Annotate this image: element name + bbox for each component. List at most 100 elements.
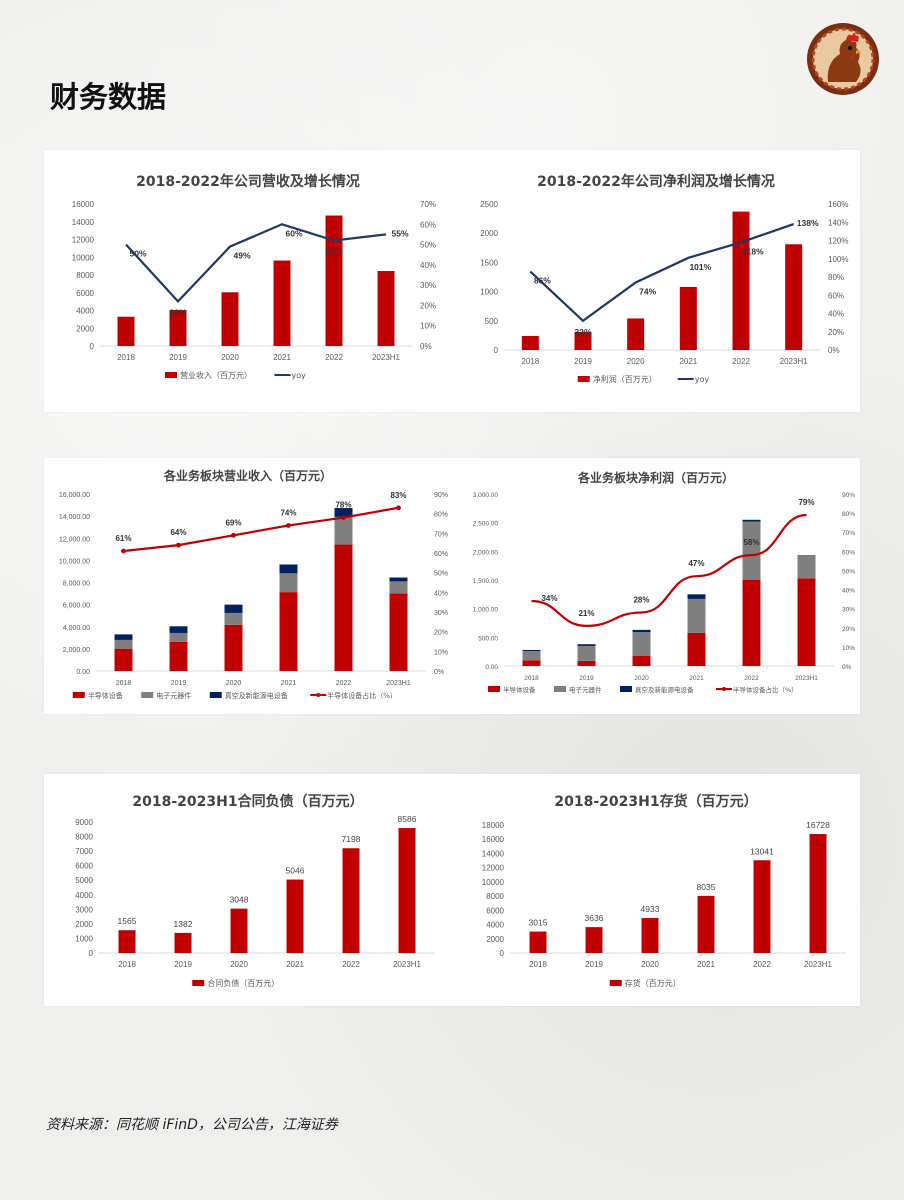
legend-label: 半导体设备 xyxy=(88,691,123,700)
x-tick-label: 2023H1 xyxy=(372,353,401,362)
bar xyxy=(797,555,816,579)
bar xyxy=(641,917,659,953)
bar xyxy=(632,629,651,633)
y2-tick-label: 60% xyxy=(828,291,844,300)
y-tick-label: 4000 xyxy=(486,921,504,930)
legend-swatch xyxy=(72,692,85,698)
bar xyxy=(230,908,248,953)
y-tick-label: 1000 xyxy=(480,288,498,297)
y2-tick-label: 120% xyxy=(828,237,848,246)
x-tick-label: 2018 xyxy=(117,353,135,362)
bar xyxy=(169,641,188,671)
legend-label: 半导体设备占比（%） xyxy=(733,685,798,694)
y-tick-label: 9000 xyxy=(75,818,93,827)
panel-segments: 各业务板块营业收入（百万元） 0.00 2,000.00 4,000.00 6,000.… xyxy=(44,458,860,714)
x-tick-label: 2020 xyxy=(634,675,649,682)
bar xyxy=(169,310,187,346)
inventory-chart: 2018-2023H1存货（百万元） 0 2000 4000 6000 8000 10000… xyxy=(482,793,846,988)
bar xyxy=(114,634,133,640)
y2-tick-label: 0% xyxy=(434,669,444,676)
legend-swatch xyxy=(620,686,632,692)
y2-tick-label: 40% xyxy=(434,590,448,597)
y-tick-label: 2000 xyxy=(480,229,498,238)
bar xyxy=(687,598,706,633)
legend-label: yoy xyxy=(292,371,307,380)
line-data-label: 55% xyxy=(391,228,408,238)
source-note: 资料来源：同花顺 iFinD，公司公告，江海证券 xyxy=(46,1117,338,1133)
x-tick-label: 2020 xyxy=(221,353,239,362)
legend-swatch xyxy=(554,686,566,692)
line-data-label: 21% xyxy=(578,609,594,618)
line-data-label: 49% xyxy=(233,251,250,261)
x-tick-label: 2021 xyxy=(679,357,697,366)
bar xyxy=(585,927,603,953)
bar xyxy=(224,624,243,671)
contract-liabilities-chart: 2018-2023H1合同负债（百万元） 0 1000 2000 3000 4000 500… xyxy=(75,793,435,988)
bar xyxy=(221,292,239,346)
data-label: 3015 xyxy=(529,918,548,928)
bar xyxy=(117,316,135,346)
x-tick-label: 2021 xyxy=(281,680,297,687)
y2-tick-label: 140% xyxy=(828,218,848,227)
y-tick-label: 1,000.00 xyxy=(473,607,499,614)
bar xyxy=(687,632,706,666)
y2-tick-label: 100% xyxy=(828,255,848,264)
revenue-chart: 2018-2022年公司营收及增长情况 0 2000 4000 6000 8000 1000… xyxy=(72,173,436,380)
y-tick-label: 6000 xyxy=(76,289,94,298)
line-data-label: 101% xyxy=(689,262,711,272)
x-tick-label: 2018 xyxy=(521,357,539,366)
y2-tick-label: 0% xyxy=(828,346,840,355)
legend-label: 真空及新能源电设备 xyxy=(225,691,288,700)
legend-label: yoy xyxy=(695,375,710,384)
legend-swatch xyxy=(609,980,622,986)
y2-tick-label: 20% xyxy=(434,630,448,637)
bar xyxy=(753,860,771,953)
bar xyxy=(522,649,541,652)
x-tick-label: 2019 xyxy=(574,357,592,366)
data-label: 8586 xyxy=(398,814,417,824)
legend-swatch xyxy=(577,376,590,382)
legend-label: 营业收入（百万元） xyxy=(180,370,252,380)
y-tick-label: 2000 xyxy=(76,324,94,333)
y2-tick-label: 70% xyxy=(420,200,436,209)
legend-label: 电子元器件 xyxy=(156,691,191,700)
y-tick-label: 16000 xyxy=(482,835,505,844)
x-tick-label: 2020 xyxy=(627,357,645,366)
x-tick-label: 2022 xyxy=(325,353,343,362)
x-tick-label: 2018 xyxy=(524,675,539,682)
bar xyxy=(627,318,645,350)
x-tick-label: 2023H1 xyxy=(393,960,422,969)
y-tick-label: 12,000.00 xyxy=(59,536,90,543)
y-tick-label: 16,000.00 xyxy=(59,492,90,499)
y-tick-label: 8000 xyxy=(76,271,94,280)
y-tick-label: 6000 xyxy=(75,862,93,871)
y-tick-label: 6,000.00 xyxy=(63,603,90,610)
line-data-label: 50% xyxy=(129,249,146,259)
y-tick-label: 7000 xyxy=(75,847,93,856)
data-label: 13041 xyxy=(750,846,774,856)
bar xyxy=(687,594,706,599)
y2-tick-label: 70% xyxy=(842,530,855,537)
legend-label: 存货（百万元） xyxy=(625,978,681,988)
y2-tick-label: 50% xyxy=(842,568,855,575)
bar xyxy=(809,834,827,953)
x-tick-label: 2020 xyxy=(230,960,248,969)
bar xyxy=(342,848,360,953)
line-data-label: 118% xyxy=(742,246,764,256)
data-label: 4933 xyxy=(641,904,660,914)
y-tick-label: 4000 xyxy=(75,891,93,900)
y-tick-label: 5000 xyxy=(75,876,93,885)
line-data-label: 60% xyxy=(285,228,302,238)
legend-label: 真空及新能源电设备 xyxy=(635,685,694,694)
line-data-label: 86% xyxy=(534,276,551,286)
line-data-label: 22% xyxy=(169,307,186,317)
legend-label: 半导体设备 xyxy=(503,685,536,694)
y2-tick-label: 50% xyxy=(434,571,448,578)
y-tick-label: 8000 xyxy=(75,833,93,842)
bar xyxy=(521,335,539,350)
bar xyxy=(797,578,816,666)
legend-swatch xyxy=(192,980,205,986)
bar xyxy=(279,564,298,574)
legend-label: 半导体设备占比（%） xyxy=(327,691,397,700)
line-data-label: 34% xyxy=(541,594,557,603)
